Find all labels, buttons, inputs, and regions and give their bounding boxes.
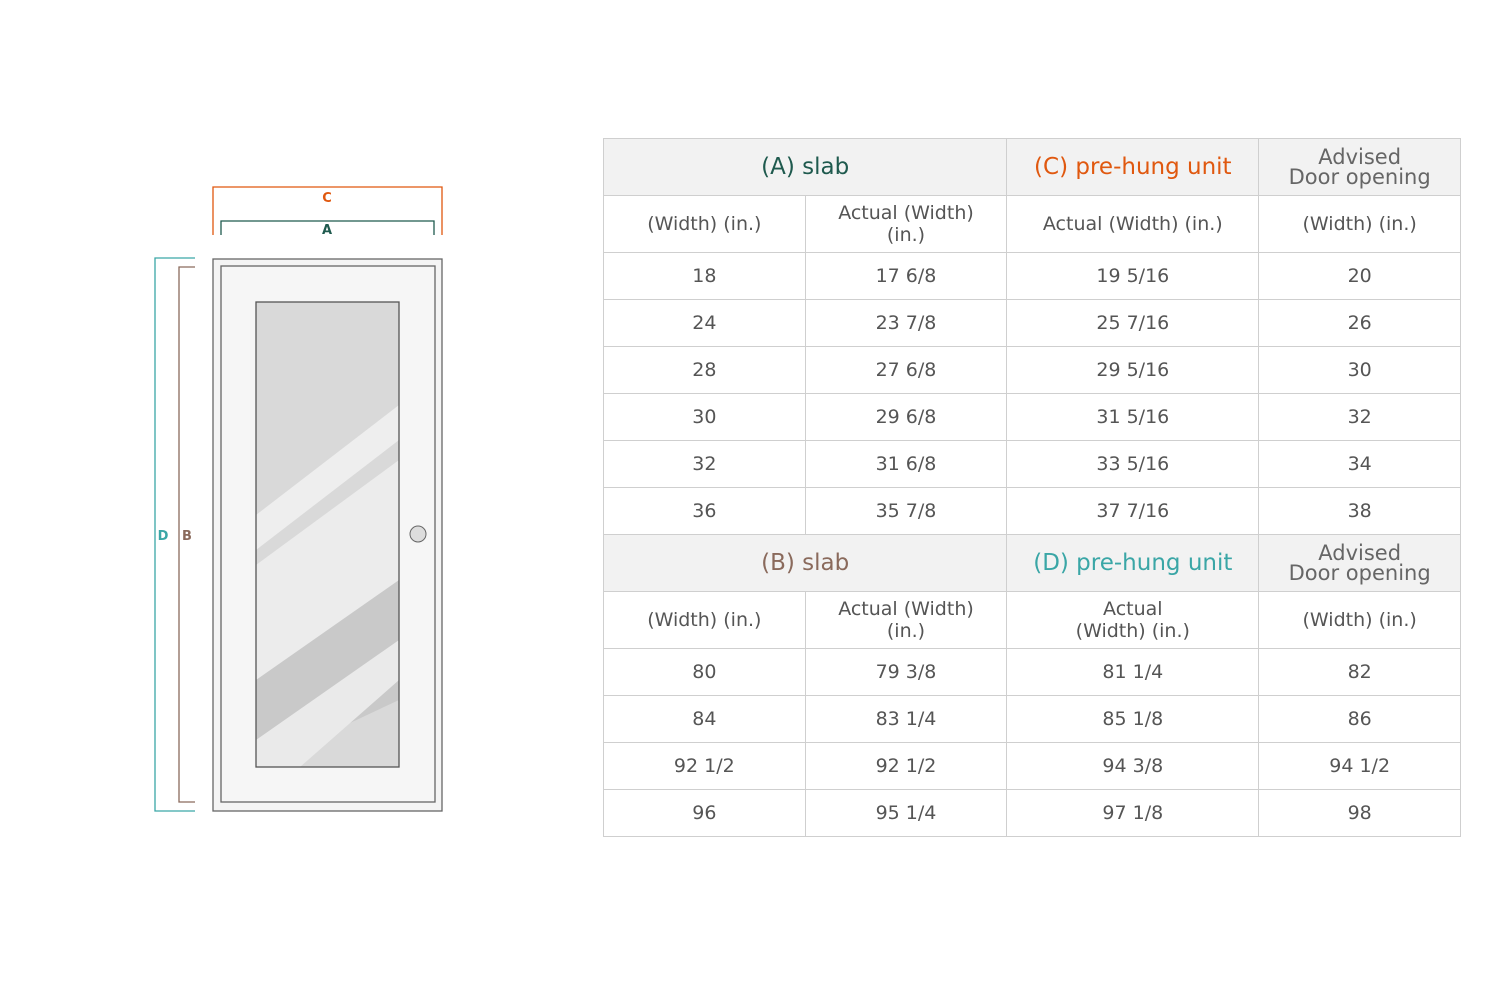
subheader: (Width) (in.) [603, 195, 806, 253]
table-row: 32 31 6/8 33 5/16 34 [603, 440, 1461, 488]
subheader: (Width) (in.) [1258, 195, 1461, 253]
table-row: 24 23 7/8 25 7/16 26 [603, 299, 1461, 347]
label-d: D [158, 529, 169, 544]
table-cell: 36 [603, 487, 806, 535]
table-cell: 30 [1258, 346, 1461, 394]
label-c: C [322, 191, 332, 206]
table-cell: 81 1/4 [1006, 648, 1260, 696]
door-glass [256, 302, 399, 767]
table-cell: 37 7/16 [1006, 487, 1260, 535]
table-cell: 92 1/2 [603, 742, 806, 790]
table-row: 36 35 7/8 37 7/16 38 [603, 487, 1461, 535]
table-cell: 79 3/8 [804, 648, 1008, 696]
door-diagram: C A D B [154, 186, 443, 812]
label-a: A [322, 223, 332, 238]
dimension-a [220, 220, 435, 235]
table-cell: 96 [603, 789, 806, 837]
table-cell: 82 [1258, 648, 1461, 696]
size-table: (A) slab (C) pre-hung unit Advised Door o… [602, 138, 1461, 837]
table-row: 18 17 6/8 19 5/16 20 [603, 252, 1461, 300]
table-cell: 31 5/16 [1006, 393, 1260, 441]
table-cell: 23 7/8 [804, 299, 1008, 347]
table-cell: 95 1/4 [804, 789, 1008, 837]
table-row: 30 29 6/8 31 5/16 32 [603, 393, 1461, 441]
table-row: 92 1/2 92 1/2 94 3/8 94 1/2 [603, 742, 1461, 790]
table-cell: 18 [603, 252, 806, 300]
dimension-b [178, 266, 195, 803]
table-cell: 94 1/2 [1258, 742, 1461, 790]
subheader: Actual (Width) (in.) [804, 591, 1008, 649]
subheader: (Width) (in.) [603, 591, 806, 649]
table-cell: 17 6/8 [804, 252, 1008, 300]
table-row: 80 79 3/8 81 1/4 82 [603, 648, 1461, 696]
header-advised-1: Advised [1318, 145, 1402, 169]
table-cell: 98 [1258, 789, 1461, 837]
header-advised-2: Door opening [1288, 561, 1431, 585]
table-cell: 26 [1258, 299, 1461, 347]
table-row: 84 83 1/4 85 1/8 86 [603, 695, 1461, 743]
table-cell: 19 5/16 [1006, 252, 1260, 300]
label-b: B [182, 529, 192, 544]
table-cell: 35 7/8 [804, 487, 1008, 535]
table-cell: 86 [1258, 695, 1461, 743]
header-d-prehung: (D) pre-hung unit [1006, 534, 1260, 592]
table-cell: 29 5/16 [1006, 346, 1260, 394]
header-a-slab: (A) slab [602, 138, 1008, 196]
subheader: Actual (Width) (in.) [1006, 195, 1260, 253]
subheader: (Width) (in.) [1258, 591, 1461, 649]
header-advised-1: Advised [1318, 541, 1402, 565]
table-cell: 33 5/16 [1006, 440, 1260, 488]
table-cell: 28 [603, 346, 806, 394]
table-cell: 34 [1258, 440, 1461, 488]
table-cell: 84 [603, 695, 806, 743]
table-row: 96 95 1/4 97 1/8 98 [603, 789, 1461, 837]
table-cell: 85 1/8 [1006, 695, 1260, 743]
table-cell: 97 1/8 [1006, 789, 1260, 837]
table-cell: 24 [603, 299, 806, 347]
dimension-c [212, 186, 443, 235]
table-cell: 25 7/16 [1006, 299, 1260, 347]
table-cell: 30 [603, 393, 806, 441]
header-b-slab: (B) slab [602, 534, 1008, 592]
subheader: Actual (Width) (in.) [804, 195, 1008, 253]
table-cell: 29 6/8 [804, 393, 1008, 441]
table-cell: 32 [603, 440, 806, 488]
table-cell: 32 [1258, 393, 1461, 441]
subheader: Actual (Width) (in.) [1006, 591, 1260, 649]
header-advised: Advised Door opening [1258, 534, 1461, 592]
table-row: 28 27 6/8 29 5/16 30 [603, 346, 1461, 394]
header-c-prehung: (C) pre-hung unit [1006, 138, 1260, 196]
table-cell: 27 6/8 [804, 346, 1008, 394]
table-cell: 94 3/8 [1006, 742, 1260, 790]
table-cell: 80 [603, 648, 806, 696]
table-cell: 92 1/2 [804, 742, 1008, 790]
table-cell: 83 1/4 [804, 695, 1008, 743]
header-advised-2: Door opening [1288, 165, 1431, 189]
dimension-d [154, 257, 195, 812]
table-cell: 20 [1258, 252, 1461, 300]
door-knob [409, 525, 427, 543]
table-cell: 38 [1258, 487, 1461, 535]
header-advised: Advised Door opening [1258, 138, 1461, 196]
table-cell: 31 6/8 [804, 440, 1008, 488]
